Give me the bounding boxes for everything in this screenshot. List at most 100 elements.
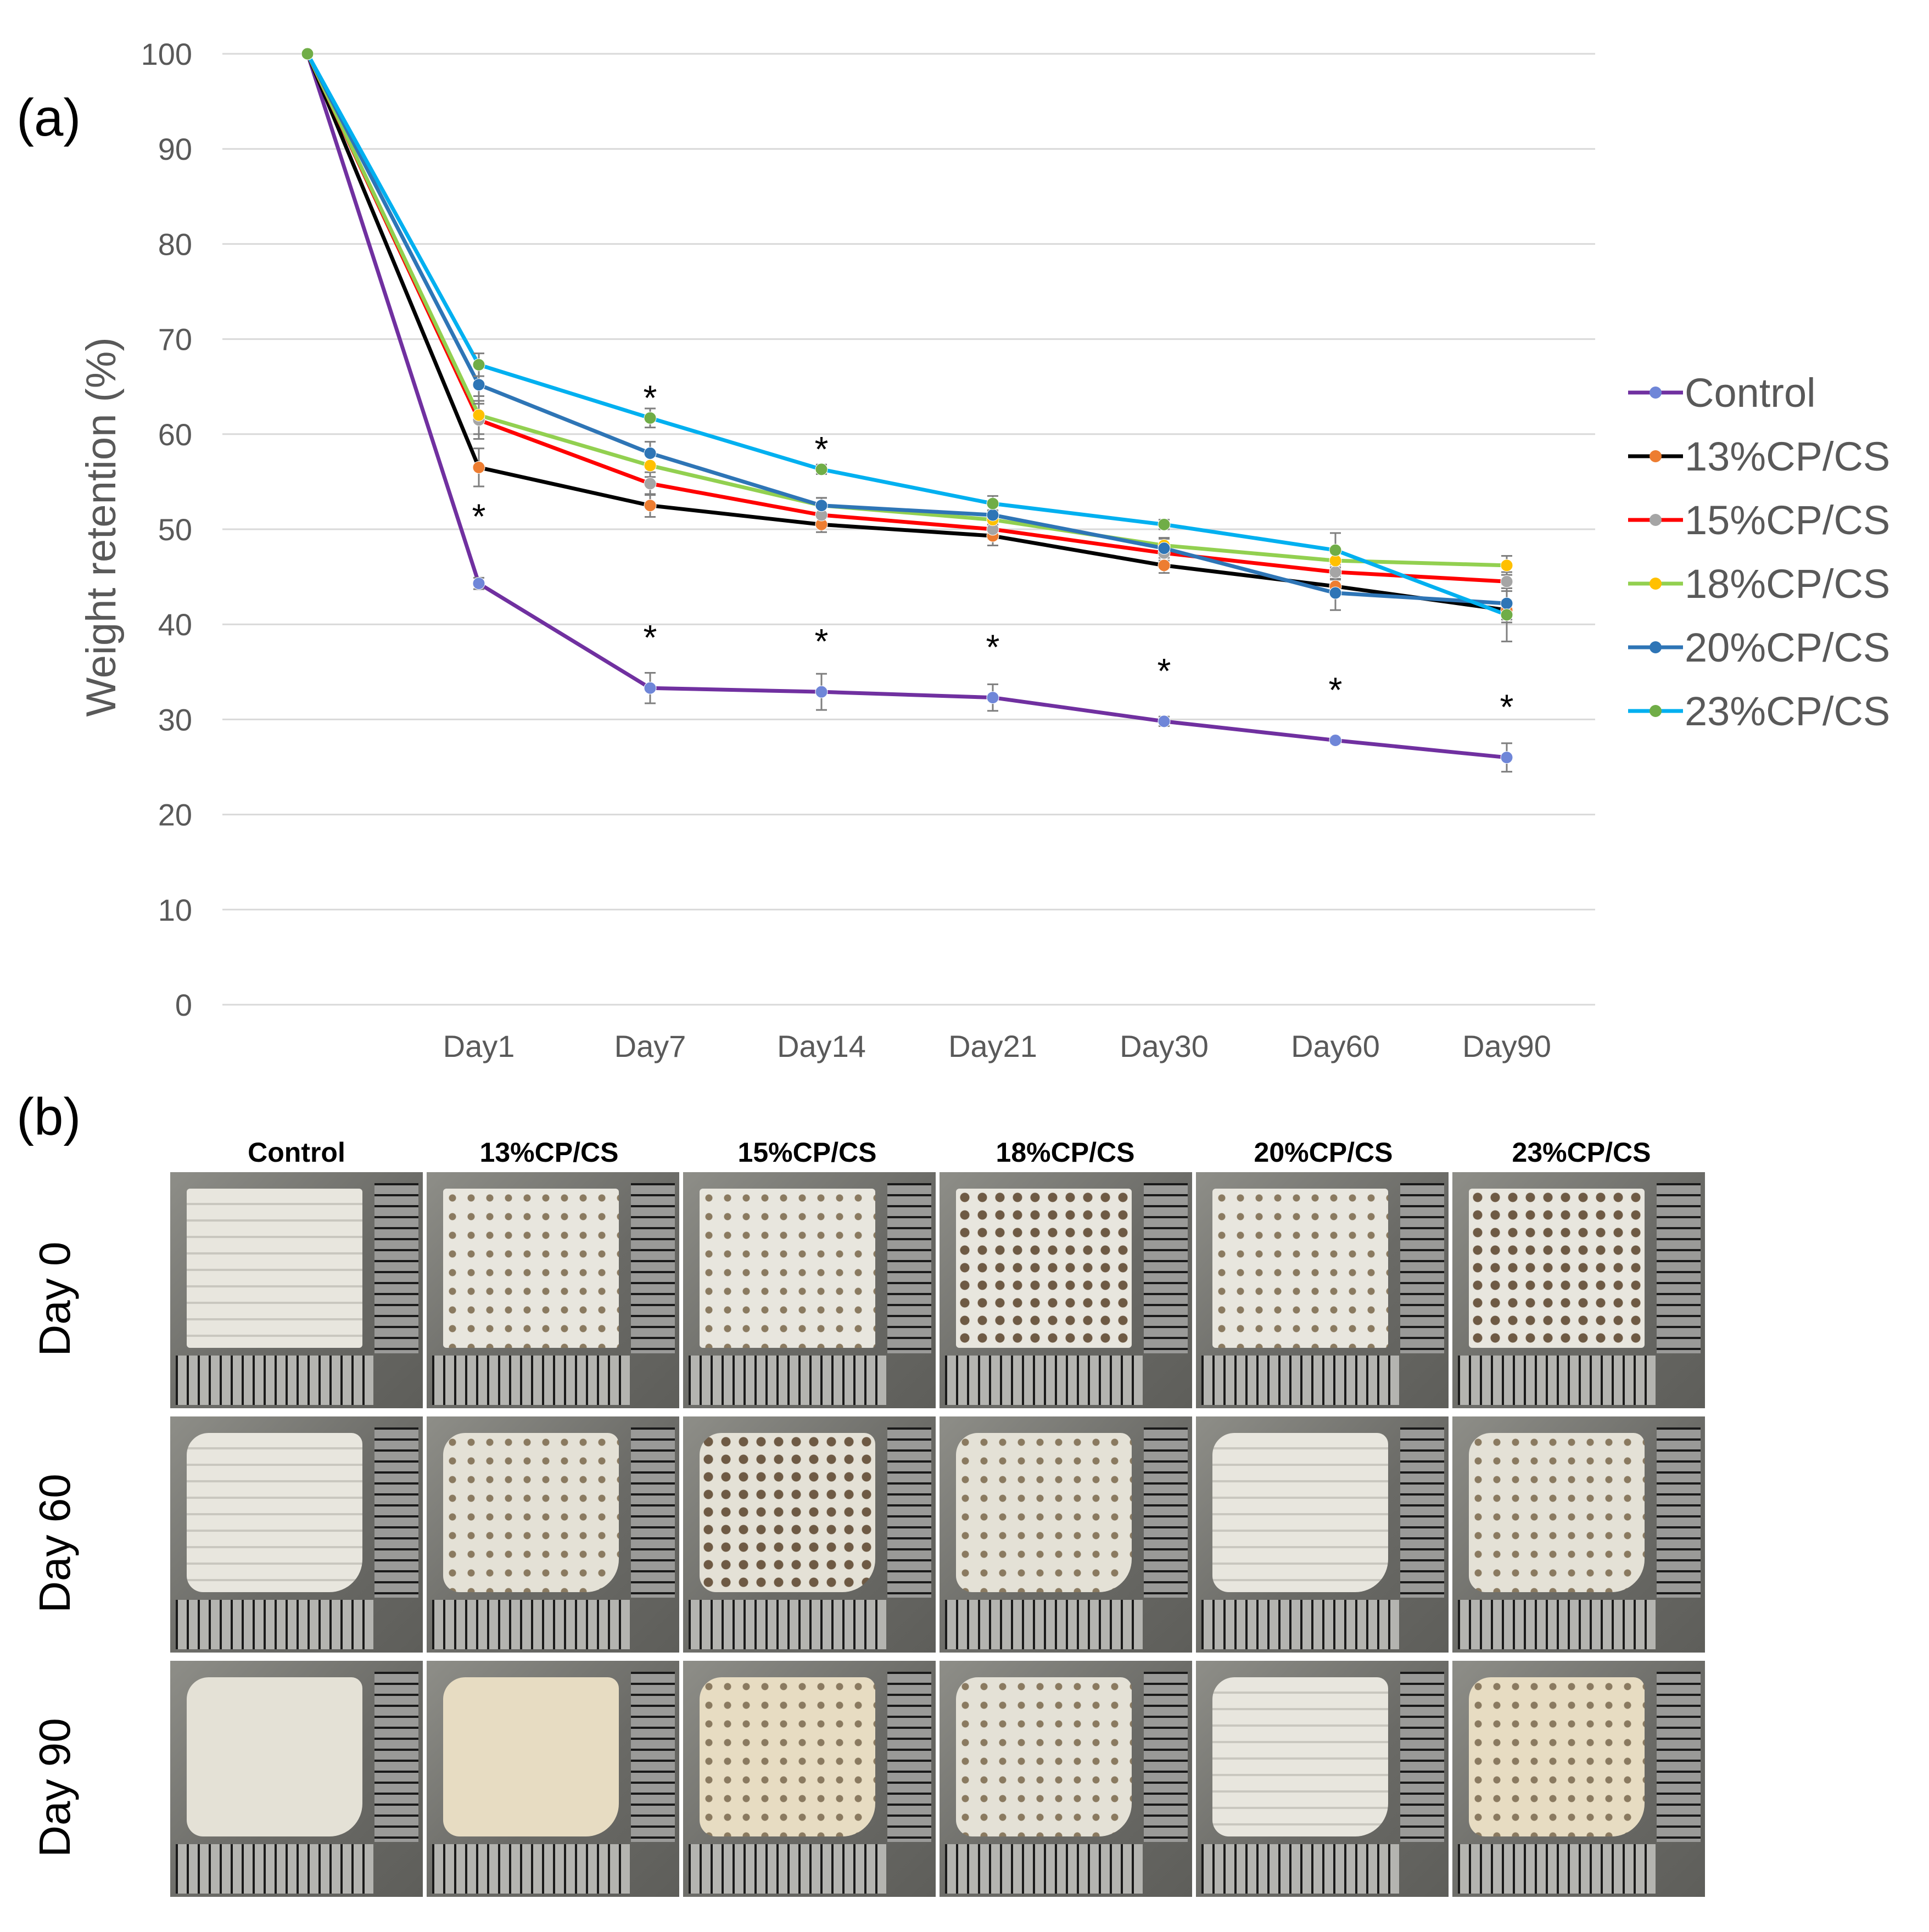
series-point-2 — [1500, 575, 1513, 588]
series-point-4 — [986, 508, 999, 522]
significance-asterisk-control: * — [1329, 670, 1343, 710]
x-tick-labels: Day1 Day7 Day14 Day21 Day30 Day60 Day90 — [443, 1029, 1551, 1063]
legend-entry: 23%CP/CS — [1685, 688, 1890, 734]
series-point-4 — [472, 378, 485, 391]
significance-asterisk-control: * — [1500, 687, 1514, 727]
legend-entry: 18%CP/CS — [1685, 561, 1890, 607]
series-point-2 — [644, 477, 657, 490]
x-tick-label: Day60 — [1291, 1029, 1380, 1063]
x-tick-label: Day90 — [1462, 1029, 1551, 1063]
series-point-0 — [1329, 734, 1342, 747]
x-tick-label: Day14 — [777, 1029, 866, 1063]
photo-18cp-day90 — [940, 1661, 1192, 1897]
series-point-0 — [472, 577, 485, 590]
series-point-0 — [815, 685, 828, 698]
y-tick-label: 10 — [158, 893, 192, 927]
photo-20cp-day60 — [1196, 1416, 1449, 1653]
series-point-3 — [644, 459, 657, 472]
significance-asterisk-control: * — [644, 618, 657, 657]
y-tick-label: 60 — [158, 417, 192, 452]
significance-asterisk-control: * — [472, 497, 486, 536]
photo-column-15cp: 15%CP/CS — [737, 1137, 877, 1168]
legend-swatch-marker — [1650, 641, 1662, 653]
sample-photo-grid: Control 13%CP/CS 15%CP/CS 18%CP/CS 20%CP… — [30, 1115, 1719, 1916]
legend-entry: 15%CP/CS — [1685, 497, 1890, 543]
y-tick-label: 30 — [158, 702, 192, 737]
photo-control-day60 — [170, 1416, 423, 1653]
legend-swatch-marker — [1650, 514, 1662, 526]
series-markers — [301, 47, 1513, 764]
photo-column-23cp: 23%CP/CS — [1512, 1137, 1651, 1168]
series-point-3 — [1500, 559, 1513, 572]
y-tick-label: 70 — [158, 322, 192, 357]
series-point-4 — [1158, 542, 1171, 555]
y-tick-labels: 0 10 20 30 40 50 60 70 80 90 100 — [141, 37, 192, 1022]
series-point-1 — [1158, 559, 1171, 572]
panel-label-a: (a) — [16, 88, 81, 147]
legend-entry: 13%CP/CS — [1685, 434, 1890, 479]
significance-asterisk-control: * — [986, 628, 1000, 667]
significance-asterisks: * * * * * * * * * — [472, 378, 1514, 726]
y-tick-label: 100 — [141, 37, 192, 71]
photo-23cp-day60 — [1452, 1416, 1705, 1653]
significance-asterisk-control: * — [815, 621, 829, 661]
grid-lines — [222, 53, 1595, 1006]
series-point-4 — [815, 499, 828, 512]
photo-20cp-day0 — [1196, 1172, 1449, 1408]
series-point-1 — [644, 499, 657, 512]
photo-column-13cp: 13%CP/CS — [479, 1137, 619, 1168]
photo-column-18cp: 18%CP/CS — [996, 1137, 1135, 1168]
series-point-0 — [986, 691, 999, 704]
y-tick-label: 40 — [158, 607, 192, 642]
y-tick-label: 80 — [158, 227, 192, 261]
x-tick-label: Day1 — [443, 1029, 515, 1063]
y-tick-label: 50 — [158, 512, 192, 547]
series-point-5 — [815, 463, 828, 476]
photo-13cp-day60 — [427, 1416, 679, 1653]
series-point-5 — [301, 47, 314, 60]
series-point-4 — [1500, 597, 1513, 610]
photo-20cp-day90 — [1196, 1661, 1449, 1897]
series-point-5 — [1500, 608, 1513, 621]
significance-asterisk-control: * — [1158, 651, 1171, 691]
series-line-3 — [305, 53, 1507, 568]
series-point-0 — [1158, 715, 1171, 728]
series-lines — [305, 53, 1508, 760]
photo-15cp-day60 — [683, 1416, 936, 1653]
x-tick-label: Day7 — [614, 1029, 686, 1063]
panel-label-b: (b) — [16, 1088, 81, 1146]
significance-asterisk: * — [815, 429, 829, 469]
photo-column-control: Control — [248, 1137, 345, 1168]
y-tick-label: 20 — [158, 798, 192, 832]
series-point-4 — [1329, 586, 1342, 600]
photo-23cp-day0 — [1452, 1172, 1705, 1408]
series-point-5 — [644, 411, 657, 424]
photo-control-day0 — [170, 1172, 423, 1408]
series-point-5 — [1158, 518, 1171, 531]
photo-row-day0: Day 0 — [30, 1241, 79, 1357]
series-point-5 — [472, 358, 485, 371]
legend-swatch-marker — [1650, 450, 1662, 462]
series-point-5 — [986, 497, 999, 510]
x-tick-label: Day30 — [1120, 1029, 1209, 1063]
series-point-1 — [472, 461, 485, 474]
series-point-0 — [644, 681, 657, 695]
weight-retention-chart: 0 10 20 30 40 50 60 70 80 90 100 Day1 Day7 Day14 Day2… — [78, 37, 1890, 1063]
photo-control-day90 — [170, 1661, 423, 1897]
photo-15cp-day0 — [683, 1172, 936, 1408]
photo-23cp-day90 — [1452, 1661, 1705, 1897]
photo-column-20cp: 20%CP/CS — [1254, 1137, 1393, 1168]
photo-15cp-day90 — [683, 1661, 936, 1897]
y-tick-label: 0 — [175, 988, 192, 1022]
series-point-3 — [472, 408, 485, 422]
series-point-0 — [1500, 751, 1513, 764]
photo-row-day60: Day 60 — [30, 1474, 79, 1613]
x-tick-label: Day21 — [948, 1029, 1037, 1063]
photo-row-day90: Day 90 — [30, 1718, 79, 1857]
legend-entry: Control — [1685, 370, 1816, 416]
y-axis-label: Weight retention (%) — [78, 337, 125, 716]
photo-13cp-day0 — [427, 1172, 679, 1408]
y-tick-label: 90 — [158, 132, 192, 166]
series-line-5 — [305, 53, 1508, 617]
